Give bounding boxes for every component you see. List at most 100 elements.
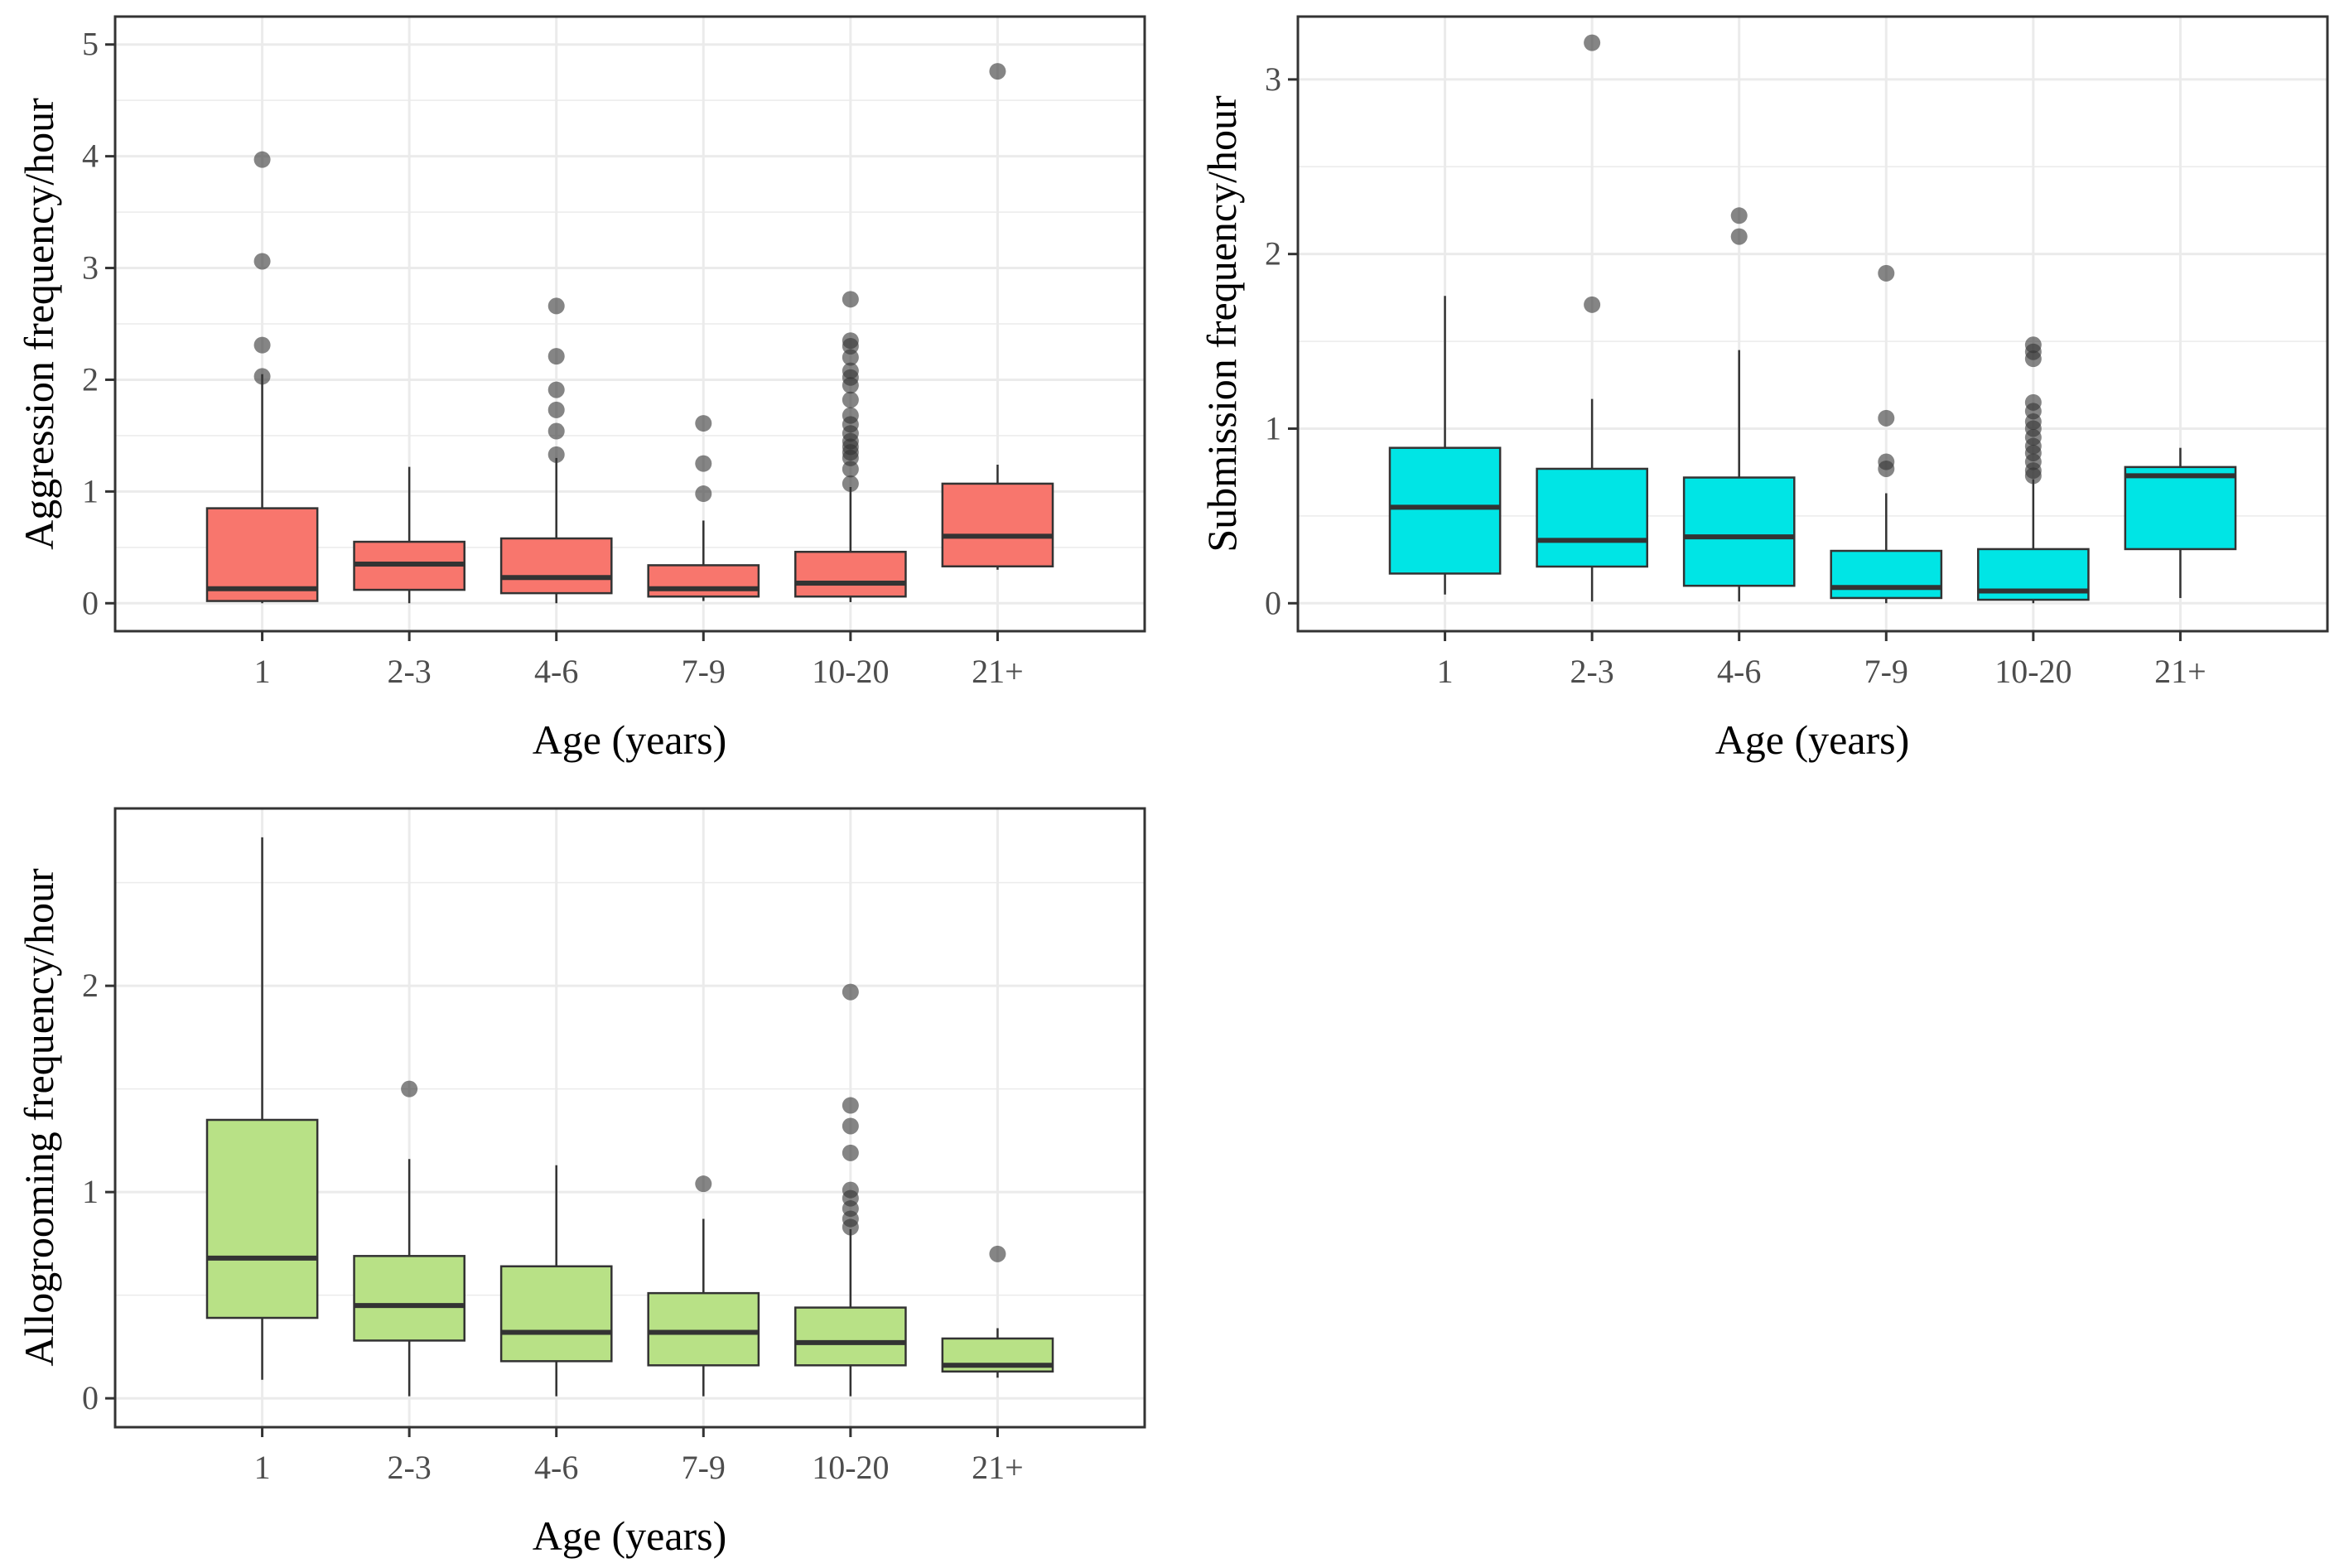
panel-allogrooming-x-tick-label: 21+ bbox=[972, 1449, 1024, 1486]
panel-allogrooming-outlier-point bbox=[842, 983, 859, 1001]
panel-submission-outlier-point bbox=[2024, 393, 2042, 411]
panel-aggression-outlier-point bbox=[547, 401, 565, 418]
panel-allogrooming-outlier-point bbox=[695, 1175, 712, 1193]
panel-submission-x-tick-label: 21+ bbox=[2154, 653, 2207, 690]
panel-aggression-box-group bbox=[794, 291, 907, 602]
panel-allogrooming-box-group bbox=[647, 1175, 760, 1397]
panel-aggression-y-tick-label: 4 bbox=[82, 138, 99, 175]
panel-allogrooming-x-tick-label: 4-6 bbox=[534, 1449, 578, 1486]
panel-allogrooming-box-group bbox=[499, 1165, 613, 1397]
panel-allogrooming-boxes bbox=[205, 837, 1054, 1397]
panel-aggression-outlier-point bbox=[842, 391, 859, 408]
panel-submission-y-tick-label: 3 bbox=[1265, 60, 1281, 98]
panel-submission-outlier-point bbox=[1584, 296, 1601, 313]
panel-submission-box-group bbox=[1536, 34, 1648, 602]
panel-submission-y-tick-label: 2 bbox=[1265, 235, 1281, 273]
panel-allogrooming-outlier-point bbox=[842, 1181, 859, 1199]
panel-submission-box bbox=[1682, 476, 1796, 587]
panel-allogrooming-x-tick-label: 10-20 bbox=[812, 1449, 889, 1486]
panel-submission-box bbox=[1388, 446, 1502, 575]
panel-allogrooming-box bbox=[794, 1306, 907, 1367]
panel-submission-outlier-point bbox=[1584, 34, 1601, 51]
panel-allogrooming-box-group bbox=[353, 1080, 465, 1397]
panel-aggression-outlier-point bbox=[547, 446, 565, 463]
panel-aggression-outlier-point bbox=[253, 336, 271, 354]
panel-aggression-outlier-point bbox=[253, 151, 271, 168]
panel-aggression-outlier-point bbox=[695, 485, 712, 503]
panel-submission-border bbox=[1296, 15, 2329, 633]
panel-submission-box-group bbox=[1977, 336, 2090, 604]
panel-aggression-box bbox=[647, 564, 760, 598]
panel-aggression-y-tick-label: 3 bbox=[82, 249, 99, 287]
panel-aggression-outlier-point bbox=[547, 381, 565, 398]
panel-submission-box bbox=[2124, 466, 2237, 551]
panel-aggression-outlier-point bbox=[695, 455, 712, 472]
panel-aggression-y-tick-label: 5 bbox=[82, 26, 99, 63]
panel-submission-x-tick-label: 2-3 bbox=[1570, 653, 1613, 690]
panel-submission-box bbox=[1536, 467, 1648, 568]
panel-aggression-box bbox=[205, 507, 319, 602]
panel-allogrooming-x-tick-label: 1 bbox=[254, 1449, 271, 1486]
panel-aggression-y-tick-label: 1 bbox=[82, 472, 99, 509]
panel-aggression-x-tick-label: 7-9 bbox=[682, 653, 726, 690]
panel-aggression-boxes bbox=[205, 63, 1054, 604]
panel-allogrooming-outlier-point bbox=[842, 1117, 859, 1135]
panel-aggression-outlier-point bbox=[253, 368, 271, 385]
panel-aggression-outlier-point bbox=[842, 475, 859, 492]
panel-allogrooming-outlier-point bbox=[842, 1144, 859, 1161]
panel-allogrooming-box bbox=[647, 1291, 760, 1367]
panel-allogrooming-box-group bbox=[794, 983, 907, 1397]
panel-aggression-outlier-point bbox=[842, 362, 859, 379]
panel-aggression-outlier-point bbox=[547, 348, 565, 365]
panel-aggression-box-group bbox=[205, 151, 319, 604]
panel-submission-x-axis-title: Age (years) bbox=[1715, 716, 1910, 763]
panel-submission-outlier-point bbox=[1730, 228, 1748, 245]
panel-aggression-box bbox=[499, 537, 613, 595]
panel-aggression-outlier-point bbox=[989, 63, 1006, 80]
panel-aggression-y-tick-label: 2 bbox=[82, 360, 99, 398]
panel-submission-x-tick-label: 1 bbox=[1437, 653, 1454, 690]
panel-allogrooming: 0 1 2 1 2-3 4-6 7-9 10-20 21+ Age (years) Allogr… bbox=[16, 807, 1146, 1559]
panel-aggression-box bbox=[794, 550, 907, 598]
panel-allogrooming-border bbox=[113, 807, 1146, 1429]
panel-submission-x-tick-label: 7-9 bbox=[1864, 653, 1908, 690]
panel-allogrooming-x-tick-label: 7-9 bbox=[682, 1449, 726, 1486]
panel-submission-box-group bbox=[1830, 264, 1943, 604]
panel-aggression-box-group bbox=[647, 415, 760, 601]
panel-aggression-outlier-point bbox=[253, 253, 271, 270]
panel-allogrooming-box bbox=[205, 1118, 319, 1320]
panel-submission: 0 1 2 3 1 2-3 4-6 7-9 10-20 21+ Age (years) Submi… bbox=[1199, 15, 2329, 763]
panel-aggression-box bbox=[941, 482, 1054, 568]
panel-submission-x-tick-label: 10-20 bbox=[1994, 653, 2071, 690]
panel-aggression-outlier-point bbox=[842, 407, 859, 424]
panel-aggression-x-tick-label: 4-6 bbox=[534, 653, 578, 690]
panel-submission-ticks: 0 1 2 3 1 2-3 4-6 7-9 10-20 21+ bbox=[1265, 60, 2207, 690]
panel-submission-outlier-point bbox=[1878, 453, 1895, 470]
panel-aggression-x-tick-label: 21+ bbox=[972, 653, 1024, 690]
panel-aggression-x-tick-label: 10-20 bbox=[812, 653, 889, 690]
panel-submission-outlier-point bbox=[1878, 264, 1895, 282]
panel-submission-outlier-point bbox=[1730, 207, 1748, 224]
panel-allogrooming-y-axis-title: Allogrooming frequency/hour bbox=[16, 868, 62, 1367]
panel-submission-y-axis-title: Submission frequency/hour bbox=[1199, 95, 1245, 552]
panel-allogrooming-y-tick-label: 0 bbox=[82, 1379, 99, 1416]
panel-aggression-y-axis-title: Aggression frequency/hour bbox=[16, 98, 62, 550]
panel-submission-boxes bbox=[1388, 34, 2237, 604]
panel-allogrooming-box bbox=[353, 1255, 465, 1342]
panel-aggression-y-tick-label: 0 bbox=[82, 584, 99, 621]
panel-submission-outlier-point bbox=[1878, 409, 1895, 427]
panel-aggression-box-group bbox=[499, 297, 613, 604]
panel-allogrooming-box bbox=[499, 1265, 613, 1363]
panel-allogrooming-x-axis-title: Age (years) bbox=[533, 1513, 727, 1559]
panel-aggression-outlier-point bbox=[547, 422, 565, 440]
panel-aggression-outlier-point bbox=[842, 291, 859, 308]
panel-allogrooming-outlier-point bbox=[842, 1097, 859, 1114]
panel-allogrooming-outlier-point bbox=[989, 1245, 1006, 1262]
panel-allogrooming-y-tick-label: 1 bbox=[82, 1173, 99, 1210]
panel-aggression-outlier-point bbox=[842, 332, 859, 350]
panel-allogrooming-ticks: 0 1 2 1 2-3 4-6 7-9 10-20 21+ bbox=[82, 967, 1024, 1486]
panel-submission-box-group bbox=[1682, 207, 1796, 602]
panel-aggression-box-group bbox=[353, 466, 465, 604]
panel-submission-box bbox=[1830, 549, 1943, 600]
